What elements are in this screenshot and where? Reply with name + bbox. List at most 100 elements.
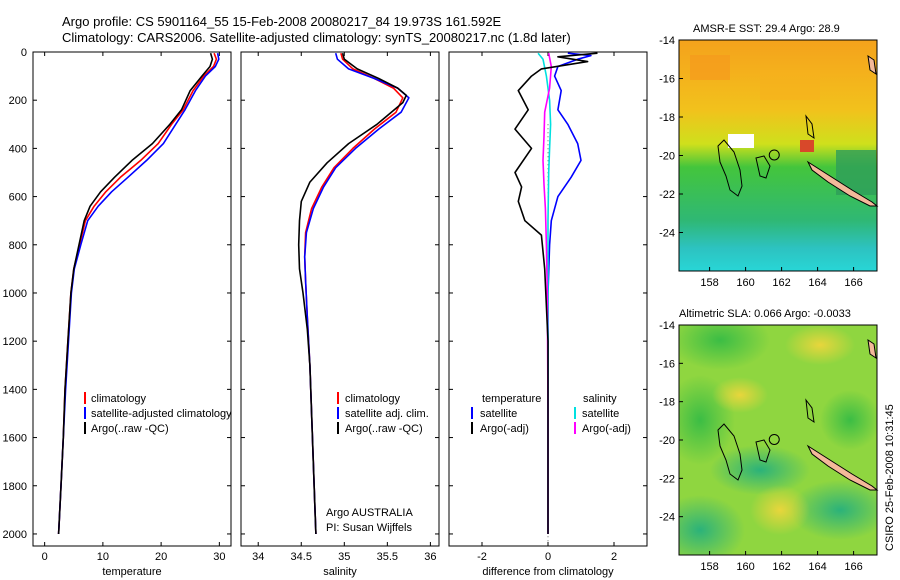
legend-label-argo: Argo(..raw -QC) — [91, 423, 169, 435]
map-y-tick-label: -16 — [659, 358, 675, 370]
y-tick-label: 800 — [9, 240, 27, 252]
argo-float-position-marker — [768, 149, 780, 161]
legend-heading-salinity: salinity — [583, 393, 617, 405]
series-line-argo-raw-qc — [57, 52, 214, 535]
sst-hot-pixel — [800, 140, 814, 152]
map-x-tick-label: 158 — [700, 277, 718, 289]
sla-low-anomaly — [820, 390, 877, 450]
map-y-tick-label: -14 — [659, 320, 675, 332]
legend-label-salinity-argo: Argo(-adj) — [582, 423, 631, 435]
difference-legend: temperature salinity satellite Argo(-adj… — [471, 393, 631, 435]
legend-label-climatology: climatology — [91, 393, 147, 405]
new-caledonia-landmass — [806, 160, 879, 207]
coastline-outline — [805, 114, 815, 140]
sla-low-anomaly — [790, 480, 877, 540]
sla-low-anomaly — [679, 325, 770, 370]
x-tick-label: 34 — [252, 551, 264, 563]
y-tick-label: 1800 — [3, 481, 27, 493]
legend-label-temperature-satellite: satellite — [480, 408, 517, 420]
x-tick-label: 34.5 — [291, 551, 312, 563]
coastline-outline — [805, 398, 815, 424]
principal-investigator-label: PI: Susan Wijffels — [326, 522, 412, 534]
x-tick-label: -2 — [477, 551, 487, 563]
x-tick-label: 36 — [424, 551, 436, 563]
x-tick-label: 30 — [213, 551, 225, 563]
y-tick-label: 2000 — [3, 529, 27, 541]
sla-high-anomaly — [750, 485, 810, 535]
coastline-outline — [717, 423, 743, 481]
sst-warm-patch — [760, 70, 820, 100]
legend-label-salinity-satellite: satellite — [582, 408, 619, 420]
map-x-tick-label: 164 — [808, 561, 826, 573]
map-y-tick-label: -18 — [659, 397, 675, 409]
x-axis-label: salinity — [323, 566, 357, 578]
map-y-tick-label: -22 — [659, 473, 675, 485]
plot-frame — [240, 51, 440, 547]
coastline-outline — [717, 139, 743, 197]
island-landmass — [867, 338, 877, 360]
y-tick-label: 1600 — [3, 433, 27, 445]
island-landmass — [867, 54, 877, 76]
map-y-tick-label: -24 — [659, 228, 675, 240]
sla-high-anomaly — [712, 377, 768, 413]
y-tick-label: 400 — [9, 143, 27, 155]
map-y-tick-label: -20 — [659, 151, 675, 163]
salinity-legend: climatology satellite adj. clim. Argo(..… — [337, 392, 429, 435]
new-caledonia-landmass — [806, 444, 879, 491]
sla-map: 158 160 162 164 166 -14 -16 -18 -20 -22 -24 — [659, 320, 879, 573]
figure-title-line-1: Argo profile: CS 5901164_55 15-Feb-2008 … — [62, 14, 502, 29]
y-tick-label: 600 — [9, 192, 27, 204]
map-x-tick-label: 158 — [700, 561, 718, 573]
legend-label-argo: Argo(..raw -QC) — [345, 423, 423, 435]
salinity-panel: 34 34.5 35 35.5 36 salinity — [240, 51, 440, 578]
sla-low-anomaly — [710, 445, 810, 495]
x-tick-label: 35 — [338, 551, 350, 563]
map-x-tick-label: 164 — [808, 277, 826, 289]
x-tick-label: 2 — [611, 551, 617, 563]
x-tick-label: 35.5 — [377, 551, 398, 563]
sst-map-field — [679, 40, 877, 271]
x-tick-label: 20 — [155, 551, 167, 563]
sst-warm-patch — [690, 55, 730, 80]
series-line-temperature-argo-adj — [514, 52, 598, 534]
legend-label-climatology: climatology — [345, 393, 401, 405]
map-x-tick-label: 160 — [736, 277, 754, 289]
x-axis-label: temperature — [102, 566, 161, 578]
map-y-tick-label: -20 — [659, 435, 675, 447]
map-y-tick-label: -16 — [659, 74, 675, 86]
map-y-tick-label: -22 — [659, 189, 675, 201]
legend-heading-temperature: temperature — [482, 393, 541, 405]
y-tick-label: 1200 — [3, 336, 27, 348]
legend-label-satellite-adj: satellite adj. clim. — [345, 408, 429, 420]
y-tick-label: 1000 — [3, 288, 27, 300]
map-x-tick-label: 162 — [772, 277, 790, 289]
float-program-label: Argo AUSTRALIA — [326, 507, 413, 519]
y-tick-label: 1400 — [3, 384, 27, 396]
map-x-tick-label: 162 — [772, 561, 790, 573]
x-tick-label: 0 — [545, 551, 551, 563]
map-x-tick-label: 160 — [736, 561, 754, 573]
run-timestamp-label: CSIRO 25-Feb-2008 10:31:45 — [884, 404, 896, 551]
sla-high-anomaly — [785, 325, 855, 365]
coastline-outline — [755, 155, 771, 179]
map-x-tick-label: 166 — [844, 277, 862, 289]
map-y-tick-label: -24 — [659, 512, 675, 524]
sla-map-title: Altimetric SLA: 0.066 Argo: -0.0033 — [679, 308, 851, 320]
legend-label-temperature-argo: Argo(-adj) — [480, 423, 529, 435]
coastline-outline — [755, 439, 771, 463]
difference-panel: -2 0 2 difference from climatology — [448, 51, 648, 578]
sst-map-title: AMSR-E SST: 29.4 Argo: 28.9 — [693, 23, 840, 35]
temperature-panel: 0 10 20 30 0 200 400 600 800 1000 1200 1400 1600 1800… — [3, 47, 232, 578]
sla-low-anomaly — [679, 495, 745, 555]
x-tick-label: 0 — [42, 551, 48, 563]
series-line-argo-raw-qc — [297, 52, 408, 535]
series-line-temperature-satellite — [547, 52, 592, 534]
sla-map-field — [679, 325, 877, 555]
sst-missing-data-patch — [728, 134, 754, 148]
legend-label-satellite-adjusted: satellite-adjusted climatology — [91, 408, 232, 420]
x-tick-label: 10 — [97, 551, 109, 563]
plot-frame — [32, 51, 232, 547]
sst-map: 158 160 162 164 166 -14 -16 -18 -20 -22 -24 — [659, 35, 879, 289]
temperature-legend: climatology satellite-adjusted climatolo… — [84, 392, 232, 435]
